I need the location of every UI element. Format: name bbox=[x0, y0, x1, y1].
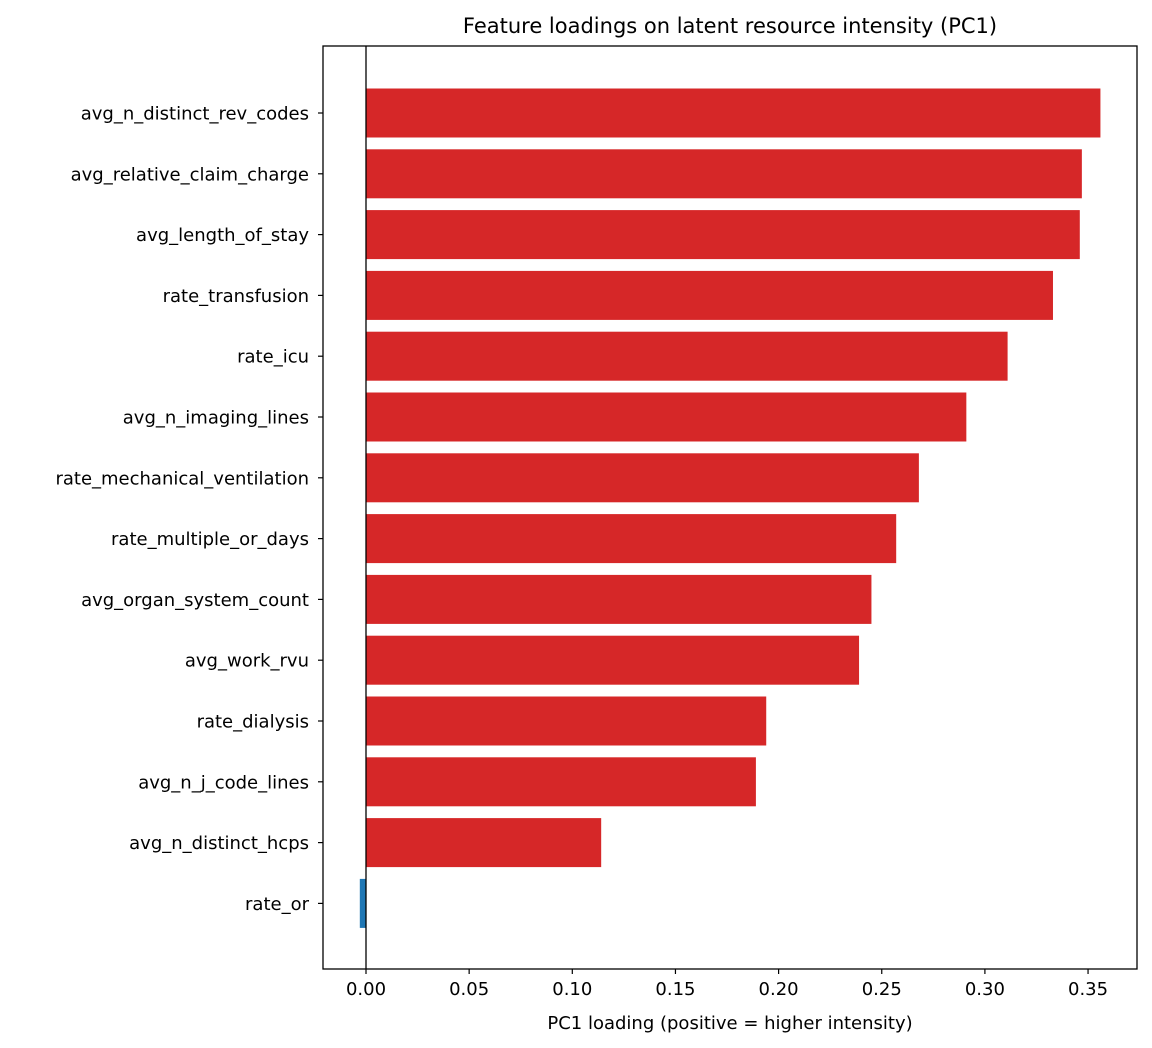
bar-rate-transfusion bbox=[366, 270, 1053, 320]
x-tick-label: 0.25 bbox=[862, 979, 902, 1000]
y-tick-label: avg_length_of_stay bbox=[136, 225, 309, 246]
x-tick-label: 0.15 bbox=[655, 979, 695, 1000]
y-tick-label: rate_or bbox=[245, 894, 310, 915]
x-tick-label: 0.35 bbox=[1068, 979, 1108, 1000]
bar-avg-n-distinct-hcps bbox=[366, 818, 602, 868]
y-tick-label: avg_n_j_code_lines bbox=[138, 772, 309, 793]
bar-avg-work-rvu bbox=[366, 635, 860, 685]
y-tick-label: avg_n_imaging_lines bbox=[123, 408, 309, 429]
bar-avg-organ-system-count bbox=[366, 574, 872, 624]
bar-rate-mechanical-ventilation bbox=[366, 453, 919, 503]
y-tick-label: avg_work_rvu bbox=[185, 651, 309, 672]
bar-rate-multiple-or-days bbox=[366, 514, 897, 564]
y-tick-label: avg_organ_system_count bbox=[81, 590, 309, 611]
x-tick-label: 0.05 bbox=[449, 979, 489, 1000]
bar-rate-or bbox=[359, 878, 366, 928]
y-axis: avg_n_distinct_rev_codes avg_relative_cla… bbox=[55, 104, 323, 915]
x-tick-label: 0.20 bbox=[759, 979, 799, 1000]
x-tick-label: 0.00 bbox=[346, 979, 386, 1000]
bar-rate-icu bbox=[366, 331, 1008, 381]
bar-avg-relative-claim-charge bbox=[366, 149, 1082, 199]
x-axis-label: PC1 loading (positive = higher intensity… bbox=[547, 1013, 912, 1034]
bar-avg-n-imaging-lines bbox=[366, 392, 967, 442]
x-tick-label: 0.10 bbox=[552, 979, 592, 1000]
y-tick-label: avg_n_distinct_rev_codes bbox=[81, 104, 309, 125]
y-tick-label: rate_multiple_or_days bbox=[111, 529, 309, 550]
chart-title: Feature loadings on latent resource inte… bbox=[463, 14, 997, 38]
y-tick-label: rate_dialysis bbox=[197, 712, 309, 733]
bar-avg-n-j-code-lines bbox=[366, 757, 756, 807]
y-tick-label: rate_icu bbox=[237, 347, 309, 368]
y-tick-label: rate_transfusion bbox=[163, 286, 309, 307]
x-tick-label: 0.30 bbox=[965, 979, 1005, 1000]
bar-avg-n-distinct-rev-codes bbox=[366, 88, 1101, 138]
y-tick-label: avg_n_distinct_hcps bbox=[129, 833, 309, 854]
y-tick-label: rate_mechanical_ventilation bbox=[55, 468, 309, 489]
bar-avg-length-of-stay bbox=[366, 210, 1080, 260]
bar-rate-dialysis bbox=[366, 696, 767, 746]
plot-frame bbox=[322, 45, 1138, 970]
x-axis: 0.00 0.05 0.10 0.15 0.20 0.25 0.30 0.35 bbox=[346, 969, 1108, 1000]
y-tick-label: avg_relative_claim_charge bbox=[71, 164, 309, 185]
bars-group bbox=[359, 88, 1101, 928]
